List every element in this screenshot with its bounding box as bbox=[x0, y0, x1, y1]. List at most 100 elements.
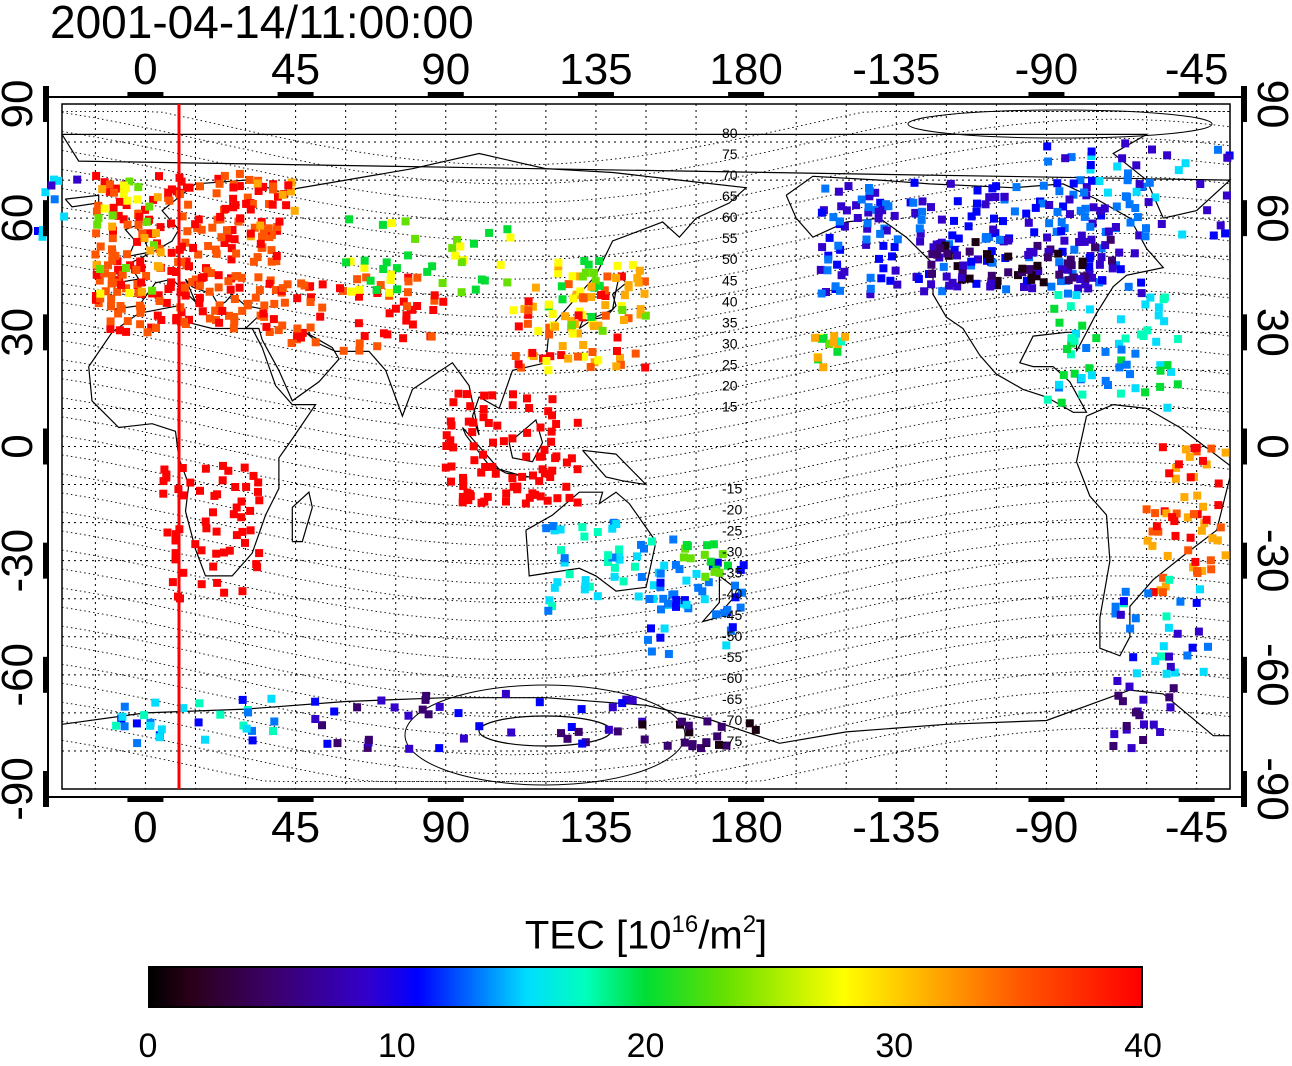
tec-pixel bbox=[224, 466, 233, 475]
tec-pixel bbox=[638, 720, 647, 729]
right-latitude-label: -90 bbox=[1248, 757, 1292, 821]
tec-pixel bbox=[1116, 610, 1125, 619]
tec-pixel bbox=[503, 225, 512, 234]
tec-pixel bbox=[946, 179, 955, 188]
tec-pixel bbox=[1159, 642, 1168, 651]
tec-pixel bbox=[833, 347, 842, 356]
contour-label: 15 bbox=[722, 398, 738, 414]
tec-pixel bbox=[132, 719, 141, 728]
tec-pixel bbox=[438, 279, 447, 287]
tec-pixel bbox=[468, 428, 477, 437]
tec-pixel bbox=[1154, 303, 1163, 312]
tec-pixel bbox=[428, 262, 437, 271]
tec-pixel bbox=[47, 181, 56, 190]
tec-pixel bbox=[1087, 235, 1096, 244]
tec-pixel bbox=[501, 689, 510, 698]
tec-pixel bbox=[137, 264, 146, 273]
magnetic-contour bbox=[61, 194, 1231, 280]
tec-pixel bbox=[167, 278, 176, 287]
tec-pixel bbox=[1022, 209, 1031, 218]
tec-pixel bbox=[1171, 474, 1180, 483]
tec-pixel bbox=[987, 271, 996, 280]
tec-pixel bbox=[523, 394, 531, 403]
tec-pixel bbox=[920, 287, 929, 296]
tec-pixel bbox=[893, 235, 902, 244]
tec-pixel bbox=[1100, 204, 1109, 213]
tec-pixel bbox=[864, 208, 873, 217]
tec-pixel bbox=[640, 289, 649, 298]
tec-pixel bbox=[270, 299, 279, 308]
tec-pixel bbox=[235, 169, 244, 178]
tec-pixel bbox=[201, 735, 209, 744]
tec-pixel bbox=[283, 280, 292, 289]
tec-pixel bbox=[144, 229, 153, 238]
tec-pixel bbox=[1057, 218, 1066, 227]
tec-pixel bbox=[485, 228, 494, 237]
tec-pixel bbox=[323, 739, 332, 748]
tec-pixel bbox=[1053, 207, 1062, 216]
tec-pixel bbox=[1185, 452, 1194, 461]
tec-pixel bbox=[865, 192, 874, 201]
tec-pixel bbox=[278, 321, 287, 330]
tec-pixel bbox=[246, 526, 255, 535]
tec-pixel bbox=[259, 309, 268, 318]
tec-pixel bbox=[377, 696, 386, 705]
tec-pixel bbox=[580, 532, 589, 541]
tec-pixel bbox=[156, 248, 165, 257]
coastline bbox=[61, 689, 1230, 744]
tec-pixel bbox=[1053, 179, 1062, 188]
tec-pixel bbox=[522, 452, 531, 461]
tec-pixel bbox=[125, 289, 134, 297]
tec-pixel bbox=[816, 265, 825, 274]
tec-pixel bbox=[235, 283, 244, 292]
magnetic-contour bbox=[61, 689, 1231, 775]
magnetic-contour bbox=[61, 309, 1231, 394]
tec-pixel bbox=[318, 303, 327, 312]
tec-pixel bbox=[38, 226, 47, 234]
tec-pixel bbox=[523, 428, 532, 437]
tec-pixel bbox=[1054, 291, 1063, 299]
tec-pixel bbox=[1055, 270, 1064, 279]
tec-pixel bbox=[1065, 195, 1074, 204]
tec-pixel bbox=[429, 306, 438, 314]
tec-pixel bbox=[137, 304, 146, 313]
tec-pixel bbox=[219, 461, 227, 470]
tec-pixel bbox=[242, 482, 251, 491]
tec-pixel bbox=[60, 212, 69, 221]
tec-pixel bbox=[427, 332, 436, 341]
tec-pixel bbox=[508, 401, 517, 410]
tec-pixel bbox=[1121, 334, 1130, 343]
tec-pixel bbox=[502, 497, 510, 506]
tec-pixel bbox=[211, 245, 220, 254]
tec-pixel bbox=[227, 255, 236, 264]
tec-pixel bbox=[194, 215, 203, 224]
tec-pixel bbox=[840, 222, 849, 231]
tec-pixel bbox=[1104, 227, 1113, 236]
tec-pixel bbox=[579, 352, 588, 361]
tec-pixel bbox=[150, 241, 158, 250]
tec-pixel bbox=[548, 466, 557, 475]
tec-pixel bbox=[136, 257, 145, 266]
colorbar-title: TEC [1016/m2] bbox=[0, 903, 1292, 959]
tec-pixel bbox=[442, 442, 451, 450]
tec-pixel bbox=[168, 578, 177, 587]
tec-pixel bbox=[123, 220, 132, 229]
tec-pixel bbox=[447, 477, 455, 486]
tec-pixel bbox=[1061, 154, 1070, 163]
tec-pixel bbox=[1059, 371, 1068, 380]
contour-label: 80 bbox=[722, 125, 738, 141]
tec-pixel bbox=[1209, 231, 1218, 240]
tec-pixel bbox=[1214, 501, 1223, 510]
tec-pixel bbox=[156, 223, 165, 232]
tec-pixel bbox=[1156, 652, 1165, 661]
tec-pixel bbox=[573, 418, 582, 427]
tec-pixel bbox=[403, 302, 411, 311]
tec-pixel bbox=[593, 592, 602, 601]
tec-pixel bbox=[479, 450, 487, 459]
tec-pixel bbox=[1152, 522, 1161, 531]
magnetic-contour bbox=[61, 632, 1231, 718]
tec-pixel bbox=[270, 717, 279, 726]
tec-pixel bbox=[1163, 361, 1172, 370]
tec-pixel bbox=[1204, 642, 1212, 651]
tec-pixel bbox=[680, 596, 689, 605]
